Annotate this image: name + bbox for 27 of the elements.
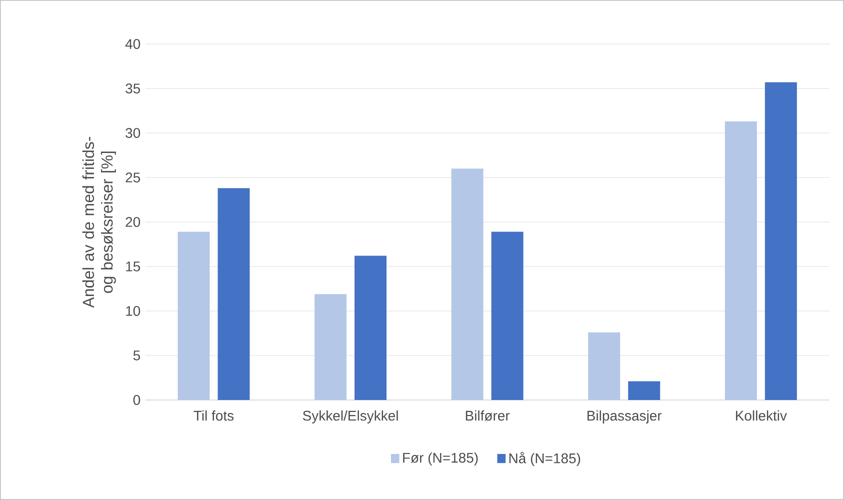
bar [724, 121, 757, 400]
y-tick-label: 0 [133, 395, 140, 405]
legend-label: Nå (N=185) [509, 452, 580, 466]
bar [314, 294, 347, 400]
y-tick-label: 5 [133, 350, 140, 360]
bar [588, 332, 620, 400]
x-tick-label: Bilpassasjer [588, 410, 662, 424]
x-tick-label: Til fots [194, 410, 234, 421]
y-tick-label: 25 [126, 172, 140, 182]
bar [764, 82, 797, 400]
x-tick-label: Bilfører [466, 410, 510, 421]
y-tick-label: 40 [125, 39, 140, 49]
bar [628, 381, 660, 400]
y-tick-label: 20 [126, 217, 140, 227]
y-axis-title: Andel av de med fritids- og besøksreiser [%] [82, 136, 116, 308]
legend-label: Før (N=185) [403, 452, 478, 466]
y-tick-label: 30 [126, 128, 140, 138]
x-tick-label: Sykkel/Elsykkel [302, 410, 398, 424]
y-tick-label: 10 [126, 306, 140, 316]
bar [491, 232, 524, 400]
y-tick-label: 15 [126, 262, 140, 272]
bar [218, 188, 250, 400]
y-tick-label: 35 [126, 84, 140, 94]
x-tick-label: Kollektiv [736, 410, 787, 421]
bar [178, 232, 210, 400]
bar [451, 168, 484, 400]
bar [354, 256, 387, 400]
